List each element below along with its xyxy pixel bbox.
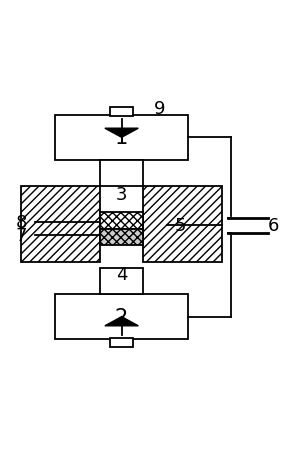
- Bar: [110, 338, 133, 347]
- Text: 3: 3: [116, 185, 127, 203]
- Text: 5: 5: [175, 217, 186, 235]
- Bar: [55, 294, 188, 340]
- Text: 1: 1: [115, 128, 128, 148]
- Bar: [143, 187, 222, 263]
- Bar: [100, 161, 143, 187]
- Bar: [55, 115, 188, 161]
- Text: 7: 7: [16, 226, 27, 244]
- Text: 8: 8: [16, 214, 27, 232]
- Polygon shape: [105, 317, 138, 326]
- Text: 6: 6: [268, 217, 279, 235]
- Text: 2: 2: [115, 307, 128, 327]
- Text: 4: 4: [116, 266, 127, 283]
- Bar: [100, 268, 143, 294]
- Bar: [110, 108, 133, 117]
- Bar: [100, 212, 143, 229]
- Bar: [21, 187, 100, 263]
- Bar: [100, 229, 143, 246]
- Polygon shape: [105, 129, 138, 138]
- Text: 9: 9: [154, 100, 165, 118]
